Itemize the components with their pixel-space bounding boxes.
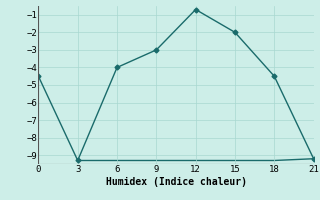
X-axis label: Humidex (Indice chaleur): Humidex (Indice chaleur) (106, 177, 246, 187)
